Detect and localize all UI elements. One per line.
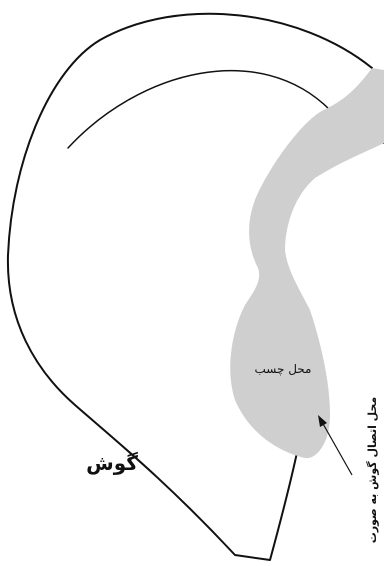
glue-area-label: محل چسب: [255, 362, 312, 376]
attachment-pointer-arrowhead: [318, 415, 327, 427]
ear-label: گوش: [86, 451, 138, 475]
glue-area-shape: [230, 68, 384, 459]
attachment-pointer-line: [321, 421, 353, 476]
ear-outline: [6, 12, 373, 561]
ear-inner-fold-line: [67, 70, 331, 149]
attachment-label: محل اتصال گوش به صورت: [366, 397, 379, 543]
